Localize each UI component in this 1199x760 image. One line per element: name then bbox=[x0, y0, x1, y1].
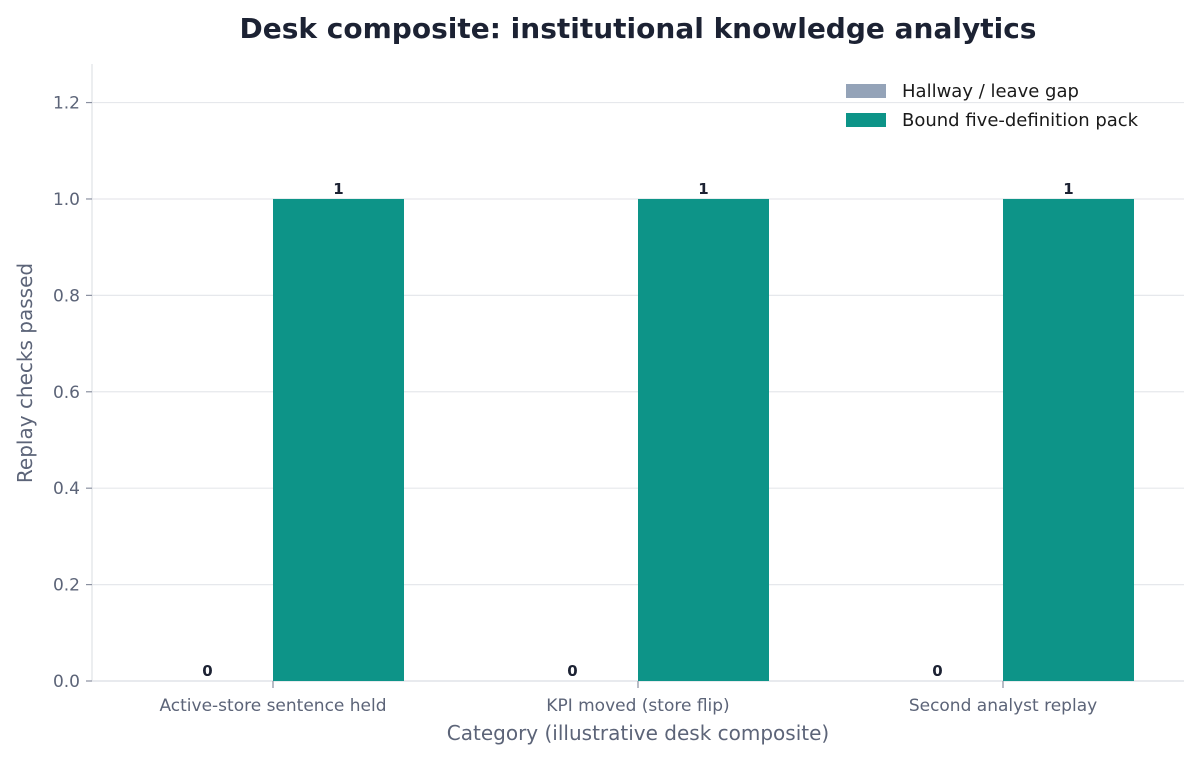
bar-value-label: 1 bbox=[333, 180, 343, 198]
y-axis-label: Replay checks passed bbox=[13, 263, 37, 483]
bar-value-label: 1 bbox=[698, 180, 708, 198]
y-tick-label: 0.6 bbox=[53, 383, 80, 403]
bar-value-label: 0 bbox=[932, 662, 942, 680]
y-tick-label: 0.2 bbox=[53, 576, 80, 596]
legend-entry-label: Bound five-definition pack bbox=[902, 110, 1139, 131]
bars bbox=[273, 198, 1134, 681]
bar-value-label: 0 bbox=[567, 662, 577, 680]
y-tick-label: 0.8 bbox=[53, 286, 80, 306]
chart-title: Desk composite: institutional knowledge … bbox=[240, 12, 1037, 45]
x-tick-label: KPI moved (store flip) bbox=[546, 696, 729, 716]
legend: Hallway / leave gap Bound five-definition… bbox=[846, 81, 1139, 131]
x-tick-label: Second analyst replay bbox=[909, 696, 1097, 716]
legend-entry-label: Hallway / leave gap bbox=[902, 81, 1079, 102]
y-tick-label: 1.0 bbox=[53, 190, 80, 210]
y-tick-label: 0.0 bbox=[53, 672, 80, 692]
bar bbox=[273, 198, 404, 681]
y-tick-label: 1.2 bbox=[53, 94, 80, 114]
legend-swatch bbox=[846, 113, 886, 127]
bar bbox=[638, 198, 769, 681]
ticks: 0.0 0.2 0.4 0.6 0.8 1.0 1.2 Active-store senten… bbox=[53, 94, 1097, 716]
x-tick-label: Active-store sentence held bbox=[159, 696, 386, 716]
legend-swatch bbox=[846, 84, 886, 98]
x-axis-label: Category (illustrative desk composite) bbox=[447, 721, 829, 745]
bar-value-label: 1 bbox=[1063, 180, 1073, 198]
bar-value-label: 0 bbox=[202, 662, 212, 680]
bar bbox=[1003, 198, 1134, 681]
data-labels: 0 1 0 1 0 1 bbox=[202, 180, 1073, 680]
y-tick-label: 0.4 bbox=[53, 479, 80, 499]
